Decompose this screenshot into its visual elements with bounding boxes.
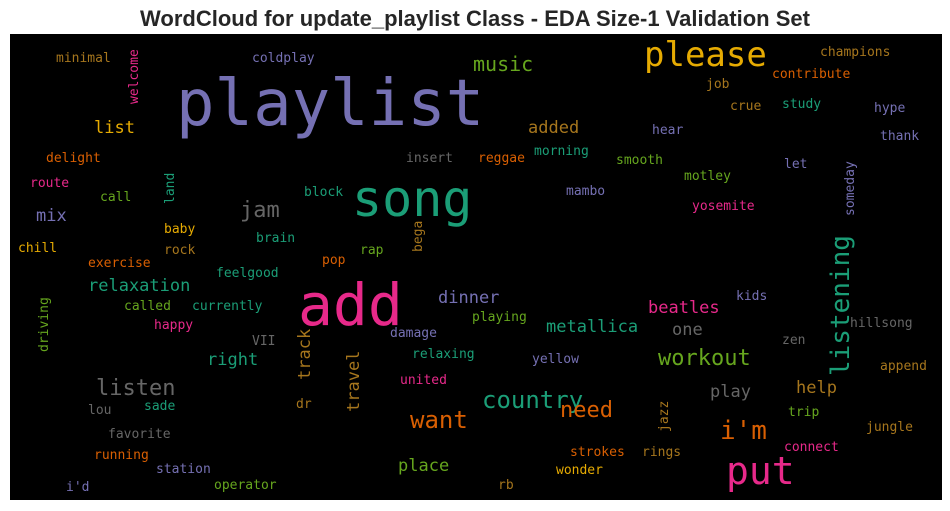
word-strokes: strokes	[570, 445, 625, 460]
word-united: united	[400, 373, 447, 388]
word-playlist: playlist	[176, 67, 485, 141]
word-someday: someday	[843, 161, 858, 216]
word-yosemite: yosemite	[692, 199, 755, 214]
word-hype: hype	[874, 101, 906, 116]
word-dr: dr	[296, 397, 312, 412]
word-baby: baby	[164, 222, 196, 237]
word-zen: zen	[782, 333, 806, 348]
word-thank: thank	[880, 129, 920, 144]
word-favorite: favorite	[108, 427, 171, 442]
word-put: put	[726, 449, 795, 493]
word-rock: rock	[164, 243, 196, 258]
word-jam: jam	[240, 198, 280, 223]
word-study: study	[782, 97, 822, 112]
word-welcome: welcome	[127, 49, 142, 104]
word-exercise: exercise	[88, 256, 151, 271]
word-append: append	[880, 359, 927, 374]
word-crue: crue	[730, 99, 762, 114]
word-help: help	[796, 378, 837, 398]
word-damage: damage	[390, 326, 437, 341]
word-mambo: mambo	[566, 184, 606, 199]
word-song: song	[352, 170, 473, 228]
word-currently: currently	[192, 299, 263, 314]
word-running: running	[94, 448, 149, 463]
word-listen: listen	[96, 376, 176, 401]
word-champions: champions	[820, 45, 891, 60]
word-bega: bega	[411, 220, 426, 252]
word-feelgood: feelgood	[216, 266, 279, 281]
word-listening: listening	[826, 235, 856, 376]
word-workout: workout	[658, 346, 751, 371]
word-contribute: contribute	[772, 67, 851, 82]
word-delight: delight	[46, 151, 101, 166]
word-smooth: smooth	[616, 153, 663, 168]
word-metallica: metallica	[546, 317, 639, 337]
word-right: right	[207, 350, 259, 370]
word-want: want	[410, 406, 468, 434]
word-block: block	[304, 185, 344, 200]
word-station: station	[156, 462, 211, 477]
word-id: i'd	[66, 480, 90, 495]
word-kids: kids	[736, 289, 768, 304]
word-coldplay: coldplay	[252, 51, 315, 66]
chart-title: WordCloud for update_playlist Class - ED…	[140, 6, 810, 31]
word-reggae: reggae	[478, 151, 525, 166]
word-wonder: wonder	[556, 463, 603, 478]
word-please: please	[644, 35, 767, 75]
word-im: i'm	[720, 416, 767, 446]
word-brain: brain	[256, 231, 296, 246]
word-hear: hear	[652, 123, 684, 138]
word-list: list	[94, 118, 135, 138]
word-called: called	[124, 299, 171, 314]
word-country: country	[482, 386, 584, 414]
word-added: added	[528, 118, 580, 138]
word-track: track	[295, 328, 315, 380]
word-one: one	[672, 320, 703, 340]
word-rap: rap	[360, 243, 384, 258]
word-rings: rings	[642, 445, 682, 460]
word-play: play	[710, 382, 751, 402]
word-jungle: jungle	[866, 420, 913, 435]
word-minimal: minimal	[56, 51, 111, 66]
word-add: add	[298, 271, 403, 339]
word-pop: pop	[322, 253, 346, 268]
word-jazz: jazz	[657, 400, 672, 432]
word-morning: morning	[534, 144, 589, 159]
word-rb: rb	[498, 478, 514, 493]
word-trip: trip	[788, 405, 820, 420]
word-music: music	[473, 52, 534, 76]
word-sade: sade	[144, 399, 176, 414]
word-need: need	[560, 398, 613, 423]
word-motley: motley	[684, 169, 731, 184]
word-route: route	[30, 176, 70, 191]
word-hillsong: hillsong	[850, 316, 913, 331]
word-job: job	[706, 77, 730, 92]
word-yellow: yellow	[532, 352, 579, 367]
word-land: land	[163, 172, 178, 204]
word-dinner: dinner	[438, 288, 500, 308]
word-playing: playing	[472, 310, 527, 325]
word-operator: operator	[214, 478, 277, 493]
word-driving: driving	[37, 297, 52, 352]
word-relaxation: relaxation	[88, 276, 191, 296]
word-connect: connect	[784, 440, 839, 455]
word-call: call	[100, 190, 132, 205]
word-insert: insert	[406, 151, 453, 166]
word-beatles: beatles	[648, 298, 720, 318]
word-VII: VII	[252, 334, 276, 349]
word-happy: happy	[154, 318, 194, 333]
word-travel: travel	[344, 350, 364, 412]
word-place: place	[398, 456, 450, 476]
word-chill: chill	[18, 241, 58, 256]
word-relaxing: relaxing	[412, 347, 475, 362]
word-cloud: playlist please song add put listening m…	[10, 34, 942, 500]
word-lou: lou	[88, 403, 112, 418]
word-let: let	[784, 157, 808, 172]
word-mix: mix	[36, 206, 67, 226]
